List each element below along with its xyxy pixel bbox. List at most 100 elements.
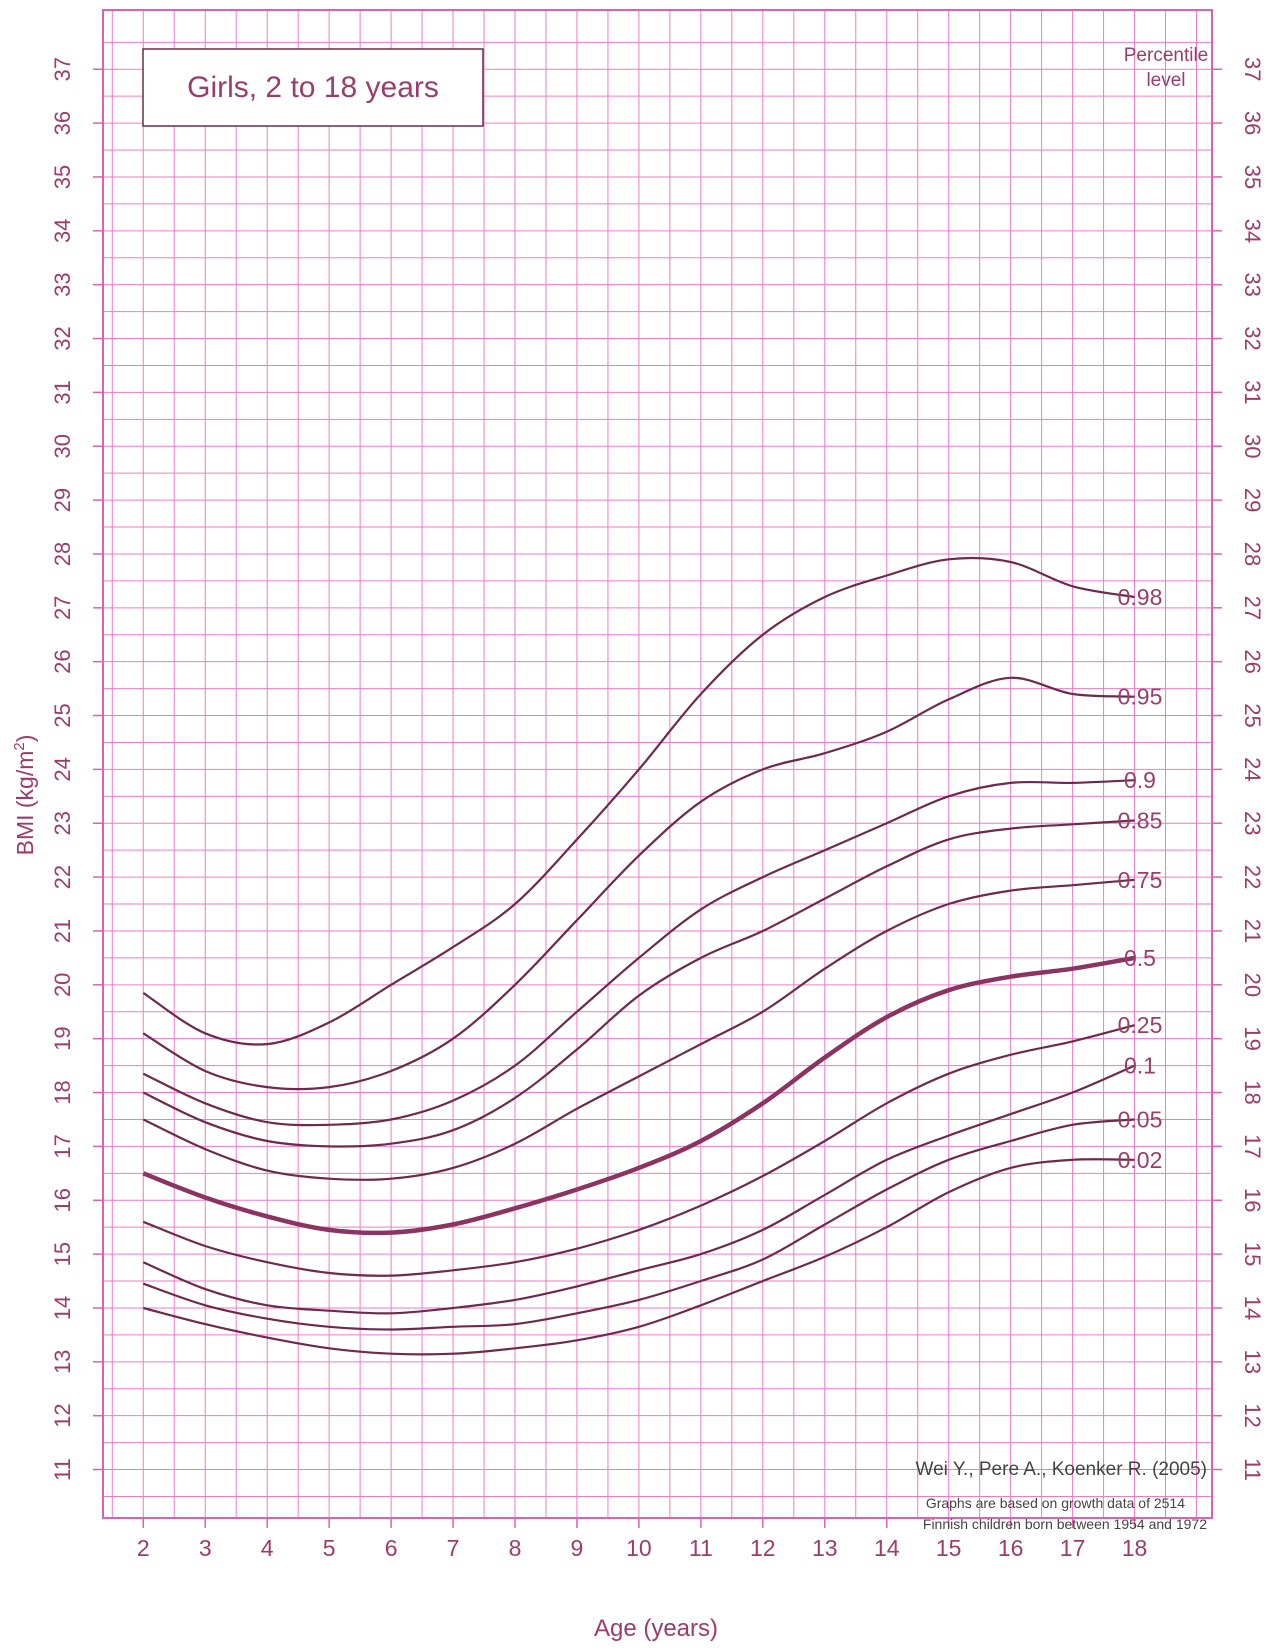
y-tick-label-left: 33: [50, 272, 75, 296]
percentile-curves: 0.98 0.95 0.9 0.85 0.75 0.5 0.25 0.1 0.05 0.02: [142, 556, 1163, 1356]
y-tick-label-left: 13: [50, 1350, 75, 1374]
percentile-curve-0_05: [142, 1118, 1135, 1331]
y-tick-label-right: 25: [1240, 703, 1265, 727]
percentile-label: 0.95: [1118, 684, 1163, 710]
legend-title-line1: Percentile: [1124, 45, 1209, 66]
x-tick-label: 14: [874, 1535, 900, 1561]
y-tick-label-right: 37: [1240, 57, 1265, 81]
y-tick-label-left: 29: [50, 488, 75, 512]
y-tick-label-left: 22: [50, 865, 75, 889]
y-tick-label-right: 22: [1240, 865, 1265, 889]
y-tick-label-right: 15: [1240, 1242, 1265, 1266]
y-tick-label-right: 19: [1240, 1026, 1265, 1050]
y-axis-label: BMI (kg/m2): [11, 735, 38, 856]
x-tick-label: 8: [509, 1535, 522, 1561]
y-tick-label-right: 16: [1240, 1188, 1265, 1212]
percentile-label: 0.25: [1118, 1012, 1163, 1038]
y-tick-label-right: 29: [1240, 488, 1265, 512]
y-tick-label-right: 33: [1240, 272, 1265, 296]
plot-frame: [102, 9, 1213, 1519]
y-tick-label-right: 36: [1240, 111, 1265, 135]
x-tick-label: 5: [323, 1535, 336, 1561]
percentile-label: 0.85: [1118, 808, 1163, 834]
y-tick-label-right: 12: [1240, 1403, 1265, 1427]
y-tick-label-right: 35: [1240, 165, 1265, 189]
grid: [103, 10, 1212, 1518]
percentile-label: 0.1: [1124, 1053, 1156, 1079]
y-tick-label-right: 24: [1240, 757, 1265, 781]
y-tick-label-right: 30: [1240, 434, 1265, 458]
x-tick-label: 13: [812, 1535, 838, 1561]
x-tick-label: 7: [447, 1535, 460, 1561]
x-tick-label: 16: [998, 1535, 1024, 1561]
source-note-line2: Finnish children born between 1954 and 1…: [923, 1516, 1207, 1532]
y-tick-label-right: 21: [1240, 919, 1265, 943]
x-tick-label: 3: [199, 1535, 212, 1561]
x-tick-label: 4: [261, 1535, 274, 1561]
legend-title-line2: level: [1146, 70, 1185, 91]
percentile-curve-0_02: [143, 1158, 1135, 1356]
percentile-label: 0.98: [1118, 584, 1163, 610]
y-tick-label-left: 28: [50, 542, 75, 566]
y-axis-label-superscript: 2: [11, 742, 28, 750]
x-tick-label: 17: [1060, 1535, 1086, 1561]
x-tick-label: 18: [1122, 1535, 1148, 1561]
y-tick-label-right: 11: [1240, 1458, 1265, 1481]
y-tick-label-left: 36: [50, 111, 75, 135]
percentile-curve-0_98: [142, 556, 1135, 1046]
y-tick-label-left: 24: [50, 757, 75, 781]
x-axis-label: Age (years): [594, 1615, 718, 1642]
y-tick-label-left: 15: [50, 1242, 75, 1266]
x-tick-label: 2: [137, 1535, 150, 1561]
percentile-label: 0.75: [1118, 867, 1163, 893]
source-note-line1: Graphs are based on growth data of 2514: [926, 1495, 1185, 1511]
percentile-curve-0_5: [142, 955, 1135, 1236]
y-tick-label-left: 31: [50, 380, 75, 404]
y-tick-label-left: 18: [50, 1080, 75, 1104]
y-tick-label-left: 32: [50, 326, 75, 350]
y-tick-label-right: 32: [1240, 326, 1265, 350]
percentile-curve-0_1: [142, 1064, 1136, 1315]
y-tick-label-left: 34: [50, 219, 75, 243]
x-tick-label: 11: [689, 1535, 713, 1561]
y-tick-label-left: 27: [50, 596, 75, 620]
y-tick-label-left: 23: [50, 811, 75, 835]
x-tick-label: 9: [571, 1535, 584, 1561]
x-tick-label: 12: [750, 1535, 776, 1561]
y-tick-label-left: 12: [50, 1403, 75, 1427]
y-tick-label-left: 19: [50, 1026, 75, 1050]
y-tick-label-left: 25: [50, 703, 75, 727]
percentile-curve-0_25: [142, 1024, 1135, 1277]
x-tick-label: 15: [936, 1535, 962, 1561]
y-tick-label-right: 14: [1240, 1296, 1265, 1320]
y-tick-label-left: 21: [50, 919, 75, 943]
y-tick-label-right: 17: [1240, 1134, 1265, 1158]
percentile-curve-0_95: [142, 676, 1135, 1091]
percentile-curve-0_85: [142, 819, 1135, 1148]
y-tick-label-right: 26: [1240, 649, 1265, 673]
y-tick-label-left: 16: [50, 1188, 75, 1212]
y-tick-label-right: 28: [1240, 542, 1265, 566]
y-tick-label-left: 37: [50, 57, 75, 81]
chart-title: Girls, 2 to 18 years: [187, 71, 439, 104]
y-tick-label-right: 20: [1240, 973, 1265, 997]
y-tick-label-right: 27: [1240, 596, 1265, 620]
title-box: Girls, 2 to 18 years: [142, 48, 484, 127]
percentile-label: 0.02: [1118, 1147, 1163, 1173]
y-tick-label-right: 23: [1240, 811, 1265, 835]
credit-text: Wei Y., Pere A., Koenker R. (2005): [916, 1459, 1208, 1480]
percentile-label: 0.5: [1124, 945, 1156, 971]
y-tick-label-left: 11: [50, 1458, 75, 1481]
percentile-label: 0.05: [1118, 1106, 1163, 1132]
y-tick-label-left: 17: [50, 1134, 75, 1158]
y-tick-label-left: 26: [50, 649, 75, 673]
y-tick-label-right: 34: [1240, 219, 1265, 243]
x-tick-label: 6: [385, 1535, 398, 1561]
percentile-label: 0.9: [1124, 767, 1156, 793]
y-tick-label-right: 31: [1240, 380, 1265, 404]
percentile-curve-0_9: [142, 779, 1135, 1127]
y-tick-label-left: 14: [50, 1296, 75, 1320]
y-tick-label-right: 18: [1240, 1080, 1265, 1104]
